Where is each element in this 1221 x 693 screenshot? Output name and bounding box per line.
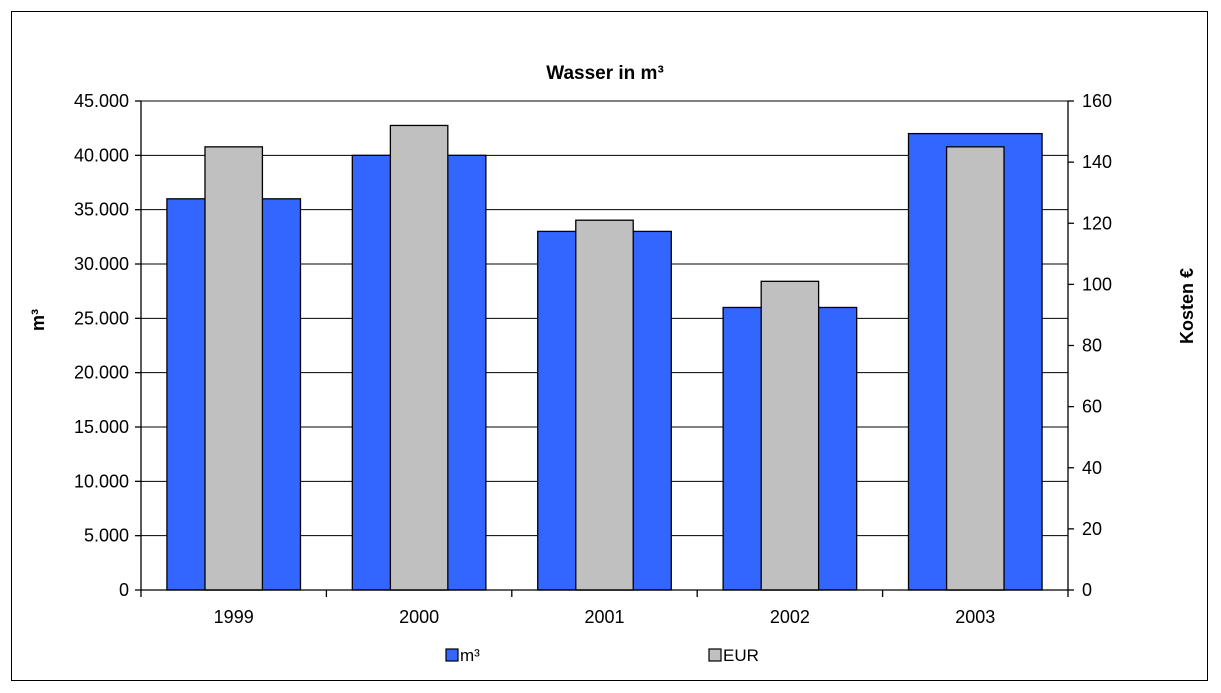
y2-tick-label: 120 bbox=[1082, 213, 1112, 233]
x-tick-label: 2002 bbox=[770, 607, 810, 627]
x-tick-label: 2000 bbox=[399, 607, 439, 627]
bars bbox=[166, 124, 1043, 591]
y2-axis-label: Kosten € bbox=[1177, 268, 1197, 344]
bar-eur-2002 bbox=[760, 280, 820, 591]
y2-tick-label: 160 bbox=[1082, 91, 1112, 111]
legend-swatch-eur bbox=[708, 648, 722, 662]
y-tick-label: 30.000 bbox=[74, 254, 129, 274]
y-axis-label: m³ bbox=[28, 309, 48, 331]
bar-eur-2000 bbox=[389, 124, 449, 591]
legend: m³ EUR bbox=[445, 646, 759, 665]
y-tick-label: 45.000 bbox=[74, 91, 129, 111]
y-tick-label: 35.000 bbox=[74, 200, 129, 220]
chart-title: Wasser in m³ bbox=[546, 63, 664, 84]
y2-tick-label: 20 bbox=[1082, 519, 1102, 539]
legend-swatch-m3 bbox=[445, 648, 459, 662]
y-tick-label: 0 bbox=[119, 580, 129, 600]
y2-tick-label: 100 bbox=[1082, 274, 1112, 294]
y-tick-label: 15.000 bbox=[74, 417, 129, 437]
y2-tick-label: 80 bbox=[1082, 336, 1102, 356]
y-tick-label: 25.000 bbox=[74, 308, 129, 328]
y2-tick-label: 140 bbox=[1082, 152, 1112, 172]
axes: 0 5.000 10.000 15.000 20.000 25.000 30.000 35.0… bbox=[74, 91, 1112, 627]
y-tick-label: 20.000 bbox=[74, 363, 129, 383]
y-tick-label: 5.000 bbox=[84, 526, 129, 546]
legend-label-eur: EUR bbox=[723, 646, 759, 665]
y2-tick-label: 0 bbox=[1082, 580, 1092, 600]
x-tick-label: 2003 bbox=[955, 607, 995, 627]
x-tick-label: 2001 bbox=[584, 607, 624, 627]
y-tick-label: 40.000 bbox=[74, 145, 129, 165]
bar-eur-1999 bbox=[204, 146, 264, 591]
y-tick-label: 10.000 bbox=[74, 471, 129, 491]
y2-tick-label: 60 bbox=[1082, 397, 1102, 417]
legend-label-m3: m³ bbox=[460, 646, 480, 665]
y2-tick-label: 40 bbox=[1082, 458, 1102, 478]
bar-eur-2001 bbox=[575, 219, 634, 591]
x-tick-label: 1999 bbox=[214, 607, 254, 627]
bar-eur-2003 bbox=[945, 146, 1005, 591]
